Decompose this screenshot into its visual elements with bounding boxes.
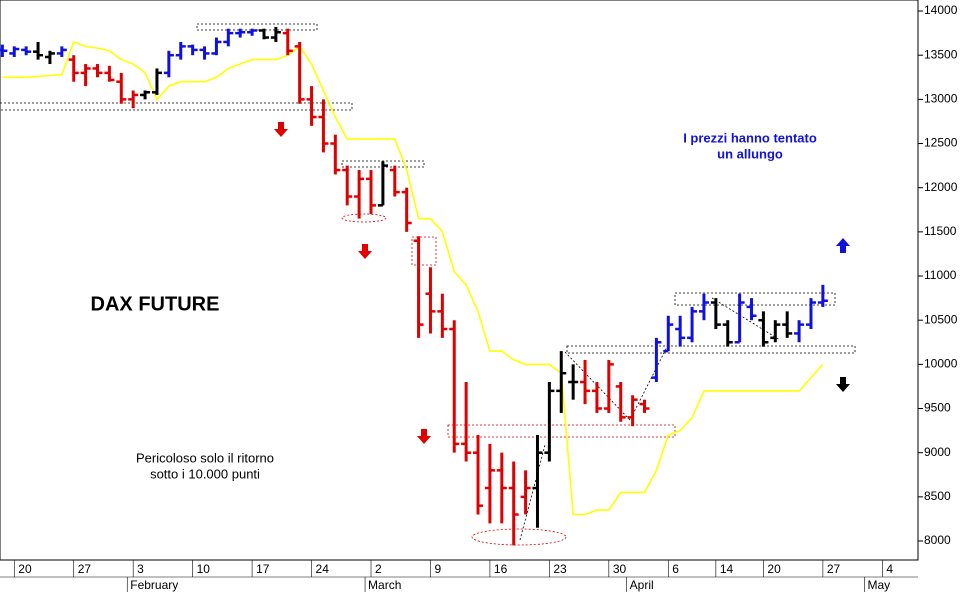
- x-tick-label: 23: [553, 562, 567, 576]
- x-tick-label: 14: [720, 562, 734, 576]
- moving-average: [2, 40, 824, 516]
- arrow-up: [836, 238, 850, 253]
- arrow-down: [836, 377, 850, 392]
- x-tick-label: 20: [767, 562, 781, 576]
- y-tick-label: 8500: [924, 489, 951, 503]
- month-label: March: [368, 578, 401, 592]
- chart-title: DAX FUTURE: [91, 293, 220, 315]
- support-box: [447, 424, 676, 438]
- y-tick-label: 12000: [924, 180, 958, 194]
- annotation: I prezzi hanno tentato: [683, 130, 817, 145]
- gap-box: [411, 236, 437, 266]
- x-tick-label: 4: [886, 562, 893, 576]
- x-tick-label: 2: [375, 562, 382, 576]
- trend-line: [711, 297, 781, 341]
- y-tick-label: 10000: [924, 357, 958, 371]
- x-tick-label: 16: [494, 562, 508, 576]
- y-tick-label: 9500: [924, 401, 951, 415]
- x-tick-label: 27: [78, 562, 92, 576]
- annotations: [0, 23, 856, 546]
- arrow-down: [417, 429, 431, 444]
- resistance-box: [674, 292, 836, 306]
- x-tick-label: 17: [256, 562, 270, 576]
- y-tick-label: 9000: [924, 445, 951, 459]
- gap-ellipse: [341, 213, 387, 223]
- x-tick-label: 6: [672, 562, 679, 576]
- month-label: April: [630, 578, 654, 592]
- x-tick-label: 3: [137, 562, 144, 576]
- annotation: sotto i 10.000 punti: [150, 466, 260, 481]
- annotation: un allungo: [717, 146, 783, 161]
- y-tick-label: 13000: [924, 92, 958, 106]
- arrow-down: [358, 244, 372, 259]
- y-tick-label: 11500: [924, 224, 957, 238]
- plot-area: [0, 0, 919, 561]
- y-tick-label: 8000: [924, 533, 951, 547]
- x-tick-label: 24: [316, 562, 330, 576]
- y-tick-label: 12500: [924, 136, 958, 150]
- trend-line: [519, 444, 546, 541]
- arrow-down: [274, 122, 288, 137]
- month-label: February: [130, 578, 178, 592]
- y-tick-label: 13500: [924, 47, 958, 61]
- y-tick-label: 14000: [924, 3, 958, 17]
- annotation: Pericoloso solo il ritorno: [136, 450, 274, 465]
- y-tick-label: 11000: [924, 268, 957, 282]
- month-label: May: [867, 578, 890, 592]
- support-box: [0, 102, 353, 111]
- x-tick-label: 10: [197, 562, 211, 576]
- x-tick-label: 20: [18, 562, 32, 576]
- x-tick-label: 27: [827, 562, 841, 576]
- low-ellipse: [471, 528, 567, 546]
- support-box: [566, 345, 856, 354]
- x-tick-label: 9: [434, 562, 441, 576]
- y-tick-label: 10500: [924, 312, 958, 326]
- x-tick-label: 30: [613, 562, 627, 576]
